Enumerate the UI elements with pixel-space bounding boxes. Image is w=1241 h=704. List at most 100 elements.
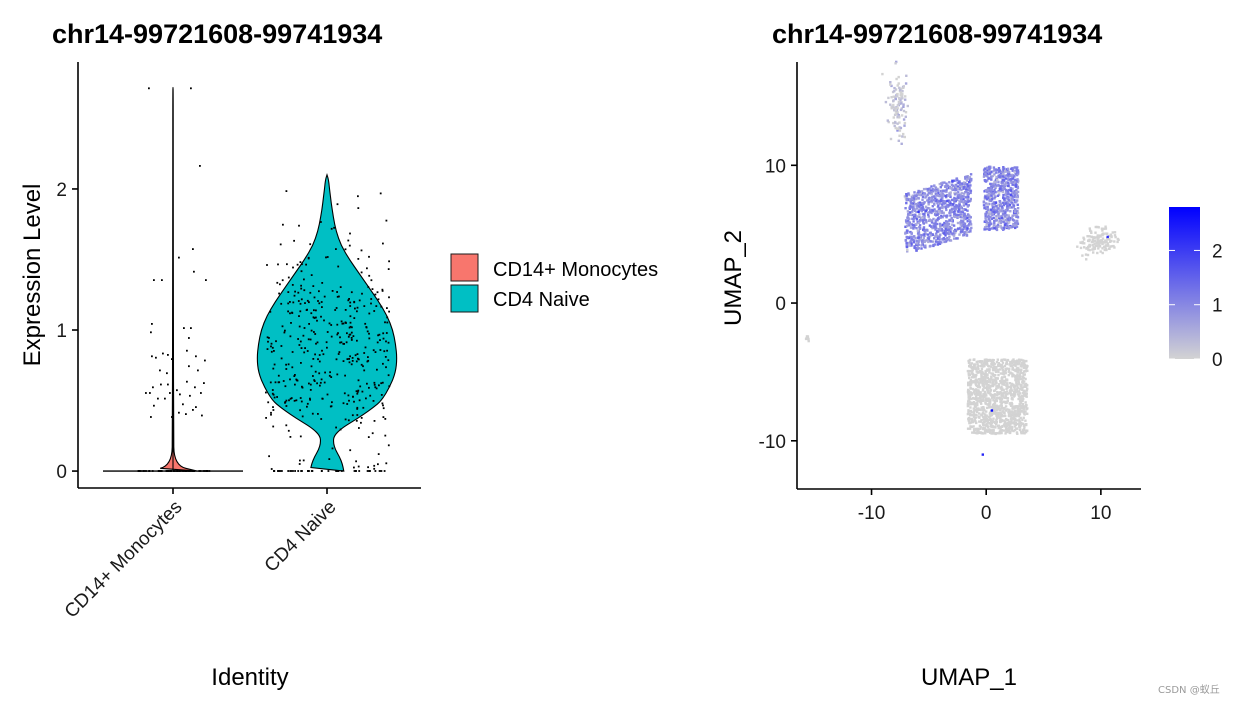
violin-point [363, 305, 366, 307]
violin-point [333, 226, 335, 229]
umap-cell [1008, 392, 1011, 395]
violin-point [325, 341, 328, 344]
umap-cell [999, 387, 1002, 390]
umap-cell [983, 179, 986, 182]
umap-cell [985, 227, 988, 231]
umap-cell [986, 208, 990, 211]
umap-cell [969, 184, 972, 187]
umap-cell [1087, 248, 1090, 251]
umap-cell [967, 224, 970, 227]
violin-point [283, 331, 286, 334]
umap-cell [979, 400, 982, 404]
violin-point [185, 470, 188, 472]
umap-cell [991, 192, 994, 195]
umap-cell [935, 210, 939, 213]
umap-cell [917, 205, 921, 208]
umap-cell [954, 229, 957, 232]
violin-point [290, 322, 292, 324]
violin-point [317, 300, 319, 302]
umap-cell [947, 226, 950, 230]
umap-cell [1012, 411, 1015, 414]
violin-point [270, 411, 272, 414]
umap-cell [949, 195, 952, 198]
violin-point [151, 323, 153, 325]
umap-cell [1006, 358, 1010, 362]
umap-cell [1113, 240, 1116, 243]
violin-point [356, 310, 358, 313]
violin-point [171, 358, 173, 360]
umap-cell [935, 239, 938, 242]
umap-cell [896, 111, 899, 114]
umap-cell [914, 247, 917, 250]
violin-point [287, 302, 290, 305]
umap-cell [995, 432, 998, 435]
violin-point [347, 299, 350, 302]
umap-cell [1109, 233, 1113, 236]
umap-cell [1003, 423, 1006, 426]
umap-cell [923, 216, 926, 219]
umap-cell [993, 207, 996, 210]
umap-cell [932, 243, 935, 247]
umap-cell [1013, 224, 1017, 227]
umap-cell [902, 105, 905, 108]
umap-cell [946, 232, 949, 235]
umap-cell [1110, 245, 1113, 248]
umap-cell [1006, 226, 1009, 230]
umap-cell [925, 239, 928, 242]
umap-cell [992, 225, 995, 228]
umap-cell [933, 203, 936, 206]
violin-point [370, 302, 372, 305]
umap-cell [893, 107, 897, 110]
umap-cell [966, 217, 969, 220]
umap-cell [1106, 232, 1109, 235]
umap-cell [984, 195, 987, 199]
violin-point [277, 470, 279, 472]
violin-point [166, 372, 168, 375]
umap-cell [1006, 200, 1009, 204]
umap-cell [969, 364, 972, 367]
umap-cell [991, 369, 995, 372]
umap-cell [951, 188, 954, 191]
umap-cell [1013, 416, 1016, 419]
umap-cell [965, 228, 969, 232]
umap-cell [995, 412, 998, 416]
violin-point [296, 379, 299, 382]
umap-cell [1013, 418, 1016, 421]
umap-cell [946, 222, 949, 226]
umap-cell [991, 382, 994, 386]
violin-point [350, 331, 353, 334]
umap-cell [917, 236, 920, 239]
umap-cell [1005, 408, 1009, 411]
umap-cell [977, 415, 980, 418]
umap-cell [920, 244, 923, 247]
umap-cell [921, 219, 925, 222]
umap-cell [933, 199, 936, 202]
umap-cell [979, 420, 983, 423]
umap-cell [1018, 373, 1022, 376]
umap-cell [1013, 213, 1016, 217]
umap-cell [1024, 369, 1027, 373]
umap-cell [916, 193, 919, 196]
umap-cell [973, 397, 976, 400]
umap-cell [973, 419, 976, 422]
umap-cell [1025, 407, 1028, 411]
umap-cell [906, 222, 909, 225]
umap-cell [919, 233, 922, 237]
umap-cell [950, 217, 953, 220]
violin-point [323, 381, 326, 384]
umap-cell [967, 396, 971, 399]
umap-cell [984, 398, 987, 402]
violin-point [273, 350, 275, 352]
violin-point [368, 255, 370, 258]
umap-cell [947, 231, 950, 234]
umap-cell [1006, 399, 1009, 403]
violin-point [284, 329, 286, 332]
umap-cell [998, 430, 1002, 433]
umap-cell [987, 397, 990, 400]
umap-cell [915, 223, 918, 226]
umap-cell [904, 82, 908, 85]
umap-cell [979, 398, 982, 402]
violin-point [271, 392, 274, 395]
umap-cell [904, 98, 907, 101]
umap-cell [997, 364, 1001, 368]
